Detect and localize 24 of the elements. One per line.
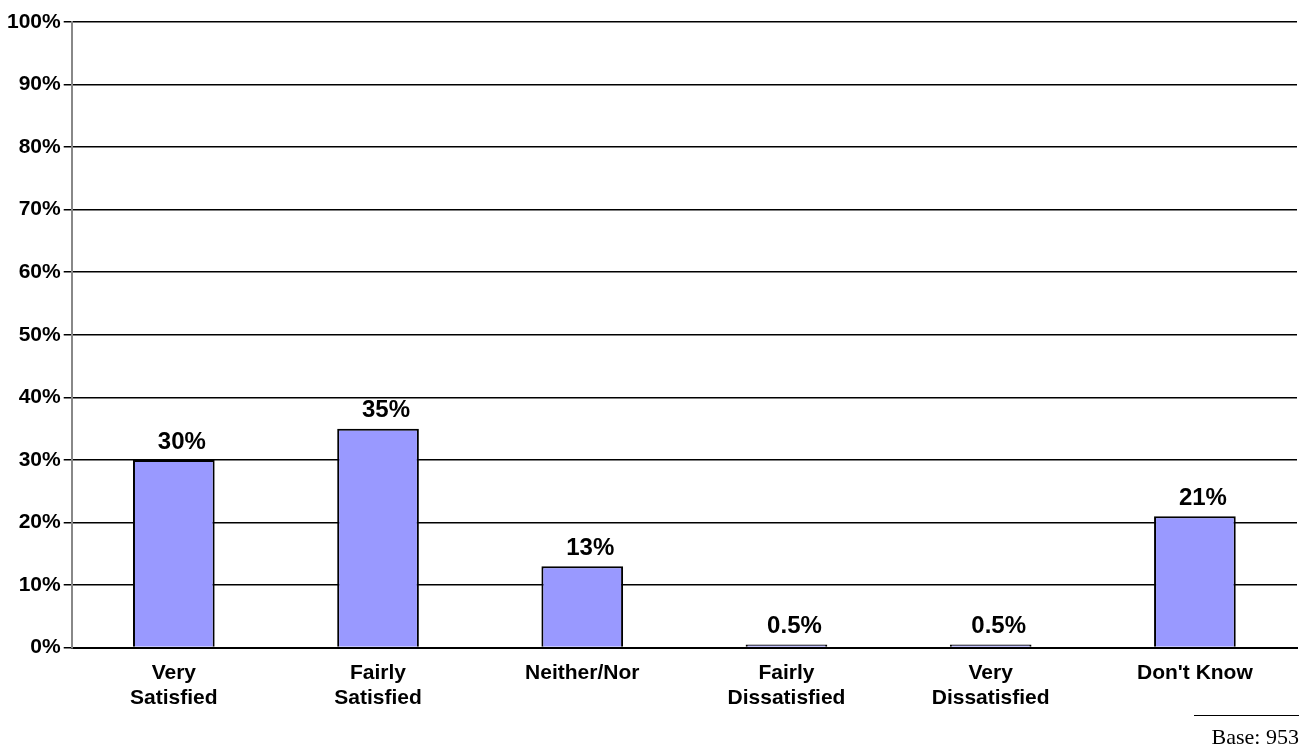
data-label: 13%	[566, 532, 615, 560]
x-tick-label: Very Satisfied	[130, 660, 218, 709]
y-tick-label: 80%	[18, 133, 62, 157]
x-tick-label: Fairly Dissatisfied	[727, 660, 846, 709]
y-tick-label: 0%	[30, 634, 62, 658]
y-tick-label: 10%	[18, 571, 62, 595]
data-label: 30%	[157, 426, 206, 454]
data-label: 35%	[362, 395, 411, 423]
x-tick-label: Don't Know	[1136, 660, 1254, 683]
data-label: 21%	[1178, 482, 1227, 510]
y-tick-label: 40%	[18, 384, 62, 408]
x-tick-label: Very Dissatisfied	[931, 660, 1050, 709]
text: Base: 953	[1193, 715, 1299, 750]
y-tick-label: 20%	[18, 509, 62, 533]
y-tick-label: 70%	[18, 196, 62, 220]
x-tick-label: Neither/Nor	[525, 660, 640, 683]
y-tick-label: 30%	[18, 446, 62, 470]
y-tick-label: 100%	[6, 8, 62, 32]
y-tick-label: 90%	[18, 71, 62, 95]
y-tick-label: 50%	[18, 321, 62, 345]
x-tick-label: Fairly Satisfied	[334, 660, 422, 709]
data-label: 0.5%	[971, 611, 1027, 639]
data-label: 0.5%	[767, 611, 822, 639]
y-tick-label: 60%	[18, 259, 62, 283]
